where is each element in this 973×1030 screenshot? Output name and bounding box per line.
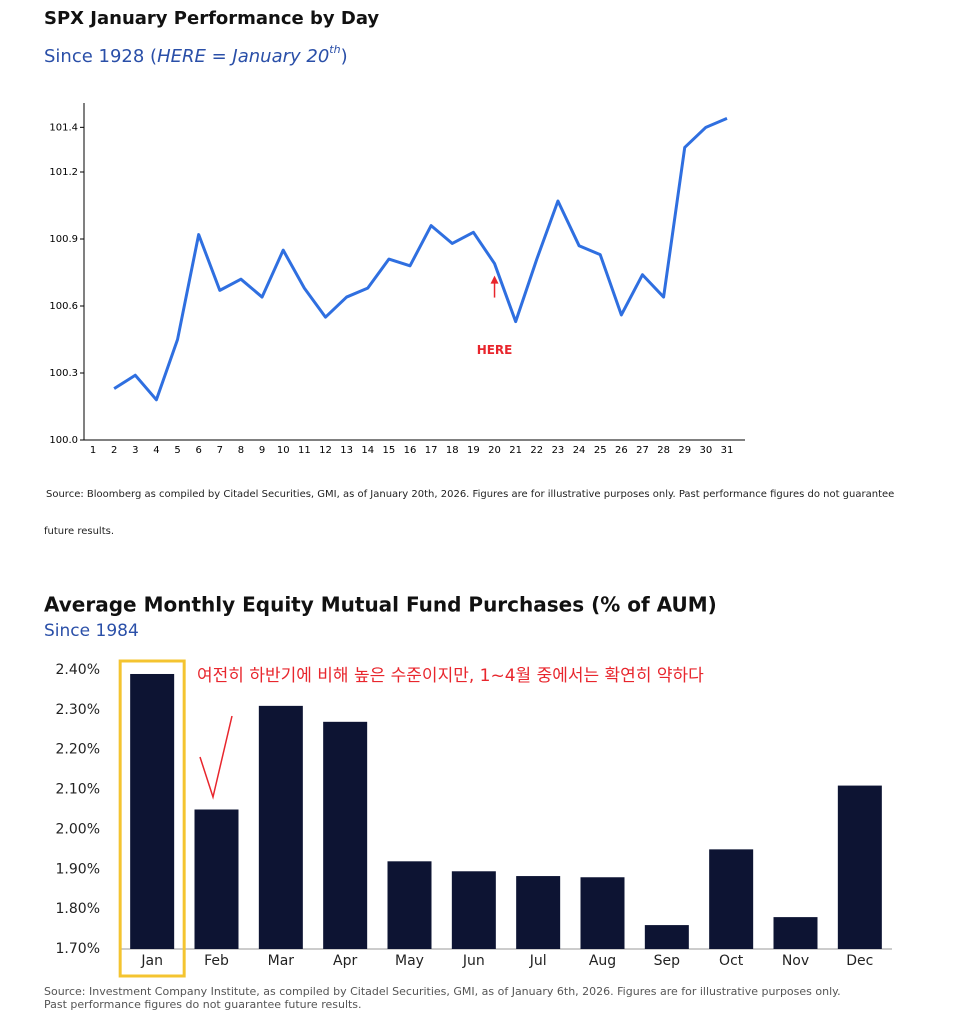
x-tick-label: Dec: [846, 953, 873, 969]
x-tick-label: 8: [238, 445, 244, 456]
subtitle-part: Since 1928 (: [44, 46, 157, 67]
x-tick-label: 20: [488, 445, 501, 456]
x-tick-label: 12: [319, 445, 332, 456]
bar: [323, 721, 368, 949]
bar: [516, 876, 561, 949]
x-tick-label: 1: [90, 445, 96, 456]
subtitle-part: ): [341, 46, 348, 67]
bar: [837, 785, 882, 949]
x-tick-label: 11: [298, 445, 311, 456]
x-tick-label: Mar: [268, 953, 295, 969]
bar: [644, 925, 689, 949]
source: Source: Bloomberg as compiled by Citadel…: [46, 489, 894, 500]
y-tick-label: 1.90%: [56, 861, 100, 877]
x-tick-label: 24: [573, 445, 586, 456]
x-tick-label: 28: [657, 445, 670, 456]
y-tick-label: 2.20%: [56, 742, 100, 758]
x-tick-label: 2: [111, 445, 117, 456]
x-tick-label: 31: [721, 445, 734, 456]
bar: [258, 705, 303, 949]
annotation: 여전히 하반기에 비해 높은 수준이지만, 1~4월 중에서는 확연히 약하다: [197, 666, 704, 686]
y-tick-label: 2.40%: [56, 662, 100, 678]
x-tick-label: 17: [425, 445, 438, 456]
x-tick-label: Jul: [529, 953, 547, 969]
y-tick-label: 100.6: [49, 301, 78, 312]
x-tick-label: Sep: [654, 953, 681, 969]
x-tick-label: 4: [153, 445, 159, 456]
x-tick-label: Jan: [140, 953, 163, 969]
x-tick-label: 23: [552, 445, 565, 456]
x-tick-label: 19: [467, 445, 480, 456]
x-tick-label: Jun: [462, 953, 485, 969]
x-tick-label: 16: [404, 445, 417, 456]
x-tick-label: 27: [636, 445, 649, 456]
x-tick-label: 5: [174, 445, 180, 456]
x-tick-label: 14: [361, 445, 374, 456]
y-tick-label: 1.70%: [56, 941, 100, 957]
bar: [194, 809, 239, 949]
y-tick-label: 2.10%: [56, 782, 100, 798]
x-tick-label: Nov: [782, 953, 809, 969]
highlight-box: [118, 659, 186, 978]
x-tick-label: May: [395, 953, 424, 969]
y-tick-label: 100.0: [49, 435, 78, 446]
chart-title: SPX January Performance by Day: [44, 8, 379, 29]
bar: [130, 673, 175, 949]
x-tick-label: 10: [277, 445, 290, 456]
x-tick-label: 26: [615, 445, 628, 456]
y-tick-label: 101.2: [49, 167, 78, 178]
x-tick-label: 15: [382, 445, 395, 456]
chart-subtitle: Since 1928 (HERE = January 20th): [44, 43, 348, 67]
x-tick-label: 13: [340, 445, 353, 456]
y-tick-label: 100.9: [49, 234, 78, 245]
x-tick-label: 3: [132, 445, 138, 456]
x-tick-label: 30: [699, 445, 712, 456]
annotation-arrowhead: [490, 275, 499, 284]
y-tick-label: 1.80%: [56, 901, 100, 917]
source: Source: Investment Company Institute, as…: [44, 985, 841, 998]
source: Past performance figures do not guarante…: [44, 998, 362, 1011]
x-tick-label: 21: [509, 445, 522, 456]
x-tick-label: 25: [594, 445, 607, 456]
chart-title: Average Monthly Equity Mutual Fund Purch…: [44, 593, 717, 617]
x-tick-label: 18: [446, 445, 459, 456]
chart-subtitle: Since 1984: [44, 621, 139, 641]
x-tick-label: 9: [259, 445, 265, 456]
y-tick-label: 101.4: [49, 122, 78, 133]
subtitle-part: th: [329, 43, 340, 56]
x-tick-label: 29: [678, 445, 691, 456]
x-tick-label: 6: [195, 445, 201, 456]
x-tick-label: Apr: [333, 953, 357, 969]
bar: [709, 849, 754, 949]
subtitle-part: HERE = January 20: [157, 46, 329, 67]
check-mark: [199, 715, 233, 800]
bar: [580, 877, 625, 949]
y-tick-label: 2.00%: [56, 821, 100, 837]
bar: [773, 917, 818, 949]
x-tick-label: 22: [530, 445, 543, 456]
bar: [387, 861, 432, 949]
x-tick-label: Feb: [204, 953, 229, 969]
y-tick-label: 2.30%: [56, 702, 100, 718]
y-tick-label: 100.3: [49, 368, 78, 379]
x-tick-label: 7: [217, 445, 223, 456]
bar: [451, 871, 496, 949]
line-series: [113, 117, 728, 402]
x-tick-label: Aug: [589, 953, 616, 969]
source: future results.: [44, 526, 114, 537]
annotation: HERE: [477, 343, 513, 357]
x-tick-label: Oct: [719, 953, 744, 969]
